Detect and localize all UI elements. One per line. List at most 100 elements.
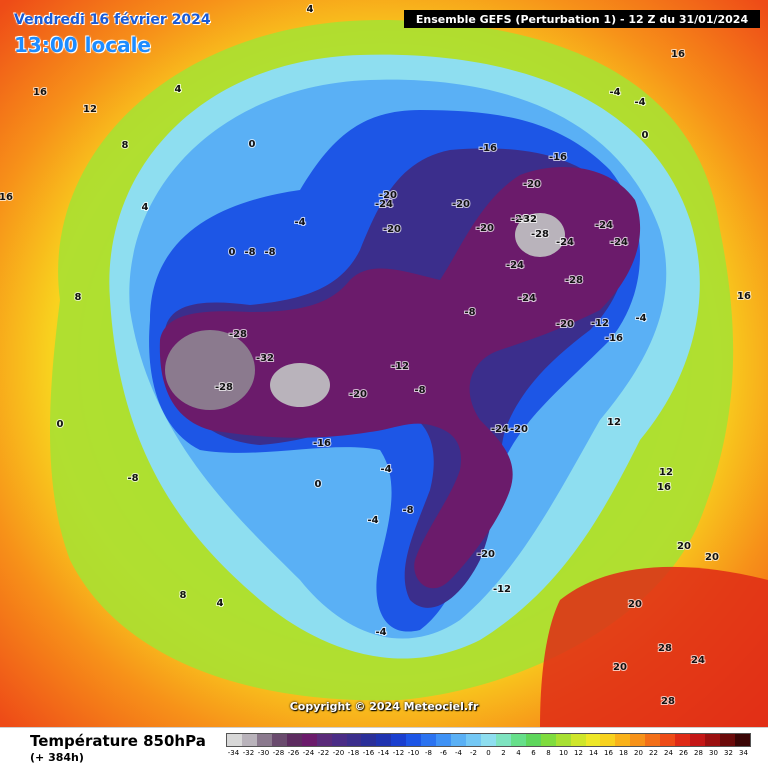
isotherm-label: -16 [479,143,497,154]
isotherm-label: -4 [380,464,391,475]
isotherm-label: 4 [217,598,224,609]
isotherm-label: -20 [383,224,401,235]
forecast-time: 13:00 locale [14,33,151,57]
scale-swatch [271,734,287,746]
color-scale: -34 -32 -30 -28 -26 -24 -22 -20 -18 -16 -14 -12 -10-… [226,733,751,757]
cold-core-siberia [515,213,565,257]
isotherm-label: -20 [510,424,528,435]
scale-tick-label: 30 [709,749,718,757]
scale-tick-label: -34 [227,749,240,757]
scale-tick-label: 16 [604,749,613,757]
isotherm-label: -24 [375,199,393,210]
isotherm-label: -28 [215,382,233,393]
scale-swatch [376,734,392,746]
isotherm-label: 4 [175,84,182,95]
isotherm-label: -16 [549,152,567,163]
scale-swatch [600,734,616,746]
scale-tick-label: 34 [739,749,748,757]
scale-tick-label: -28 [272,749,285,757]
scale-swatch [391,734,407,746]
isotherm-label: -16 [313,438,331,449]
isotherm-label: 0 [229,247,236,258]
scale-swatch [540,734,556,746]
scale-tick-label: 22 [649,749,658,757]
scale-tick-label: -32 [242,749,255,757]
lead-time: (+ 384h) [30,751,84,764]
scale-tick-label: 8 [546,749,551,757]
scale-swatch [406,734,422,746]
color-scale-ticks: -34 -32 -30 -28 -26 -24 -22 -20 -18 -16 -14 -12 -10-… [226,749,751,757]
scale-swatch [675,734,691,746]
scale-swatch [436,734,452,746]
scale-swatch [421,734,437,746]
scale-swatch [451,734,466,746]
isotherm-label: -16 [605,333,623,344]
isotherm-label: -20 [477,549,495,560]
isotherm-label: 12 [83,104,97,115]
isotherm-label: 8 [180,590,187,601]
scale-swatch [466,734,481,746]
polar-core [159,167,641,589]
isotherm-label: -28 [511,214,529,225]
scale-swatch [227,734,242,746]
isotherm-label: -20 [556,319,574,330]
isotherm-label: 16 [657,482,671,493]
isotherm-label: -24 [595,220,613,231]
scale-swatch [734,734,750,746]
isotherm-label: 12 [659,467,673,478]
scale-tick-label: 10 [559,749,568,757]
isotherm-label: -20 [379,190,397,201]
scale-swatch [555,734,571,746]
scale-tick-label: 32 [724,749,733,757]
scale-tick-label: 4 [516,749,521,757]
isotherm-label: 16 [671,49,685,60]
scale-swatch [286,734,302,746]
scale-swatch [570,734,586,746]
scale-tick-label: -2 [470,749,477,757]
isotherm-label: -4 [367,515,378,526]
isotherm-label: -8 [244,247,255,258]
isotherm-label: -8 [414,385,425,396]
isotherm-label: -24 [491,424,509,435]
isotherm-label: -12 [591,318,609,329]
isotherm-label: -20 [452,199,470,210]
forecast-date: Vendredi 16 février 2024 [14,12,211,28]
isotherm-label: -24 [506,260,524,271]
copyright: Copyright © 2024 Meteociel.fr [289,700,479,713]
isotherm-label: 24 [691,655,705,666]
scale-tick-label: 20 [634,749,643,757]
scale-tick-label: 26 [679,749,688,757]
scale-tick-label: 18 [619,749,628,757]
isotherm-label: -28 [531,229,549,240]
scale-tick-label: -24 [302,749,315,757]
isotherm-label: 20 [613,662,627,673]
isotherm-label: -4 [375,627,386,638]
isotherm-label: -8 [127,473,138,484]
isotherm-label: 28 [658,643,672,654]
model-run-bar: Ensemble GEFS (Perturbation 1) - 12 Z du… [404,10,760,28]
scale-swatch [510,734,526,746]
scale-tick-label: -4 [455,749,462,757]
scale-tick-label: -18 [347,749,360,757]
hot-region [540,566,768,727]
scale-swatch [301,734,317,746]
scale-tick-label: 28 [694,749,703,757]
scale-swatch [361,734,377,746]
scale-swatch [660,734,676,746]
scale-swatch [615,734,631,746]
isotherm-label: -8 [264,247,275,258]
isotherm-label: 20 [628,599,642,610]
scale-tick-label: -12 [392,749,405,757]
isotherm-label: -32 [256,353,274,364]
isotherm-label: 20 [705,552,719,563]
scale-tick-label: 12 [574,749,583,757]
isotherm-label: -20 [476,223,494,234]
scale-swatch [331,734,347,746]
scale-tick-label: 6 [531,749,536,757]
isotherm-label: -8 [464,307,475,318]
scale-swatch [346,734,362,746]
isotherm-label: -4 [635,313,646,324]
scale-swatch [630,734,646,746]
cold-core-greenland [270,363,330,407]
